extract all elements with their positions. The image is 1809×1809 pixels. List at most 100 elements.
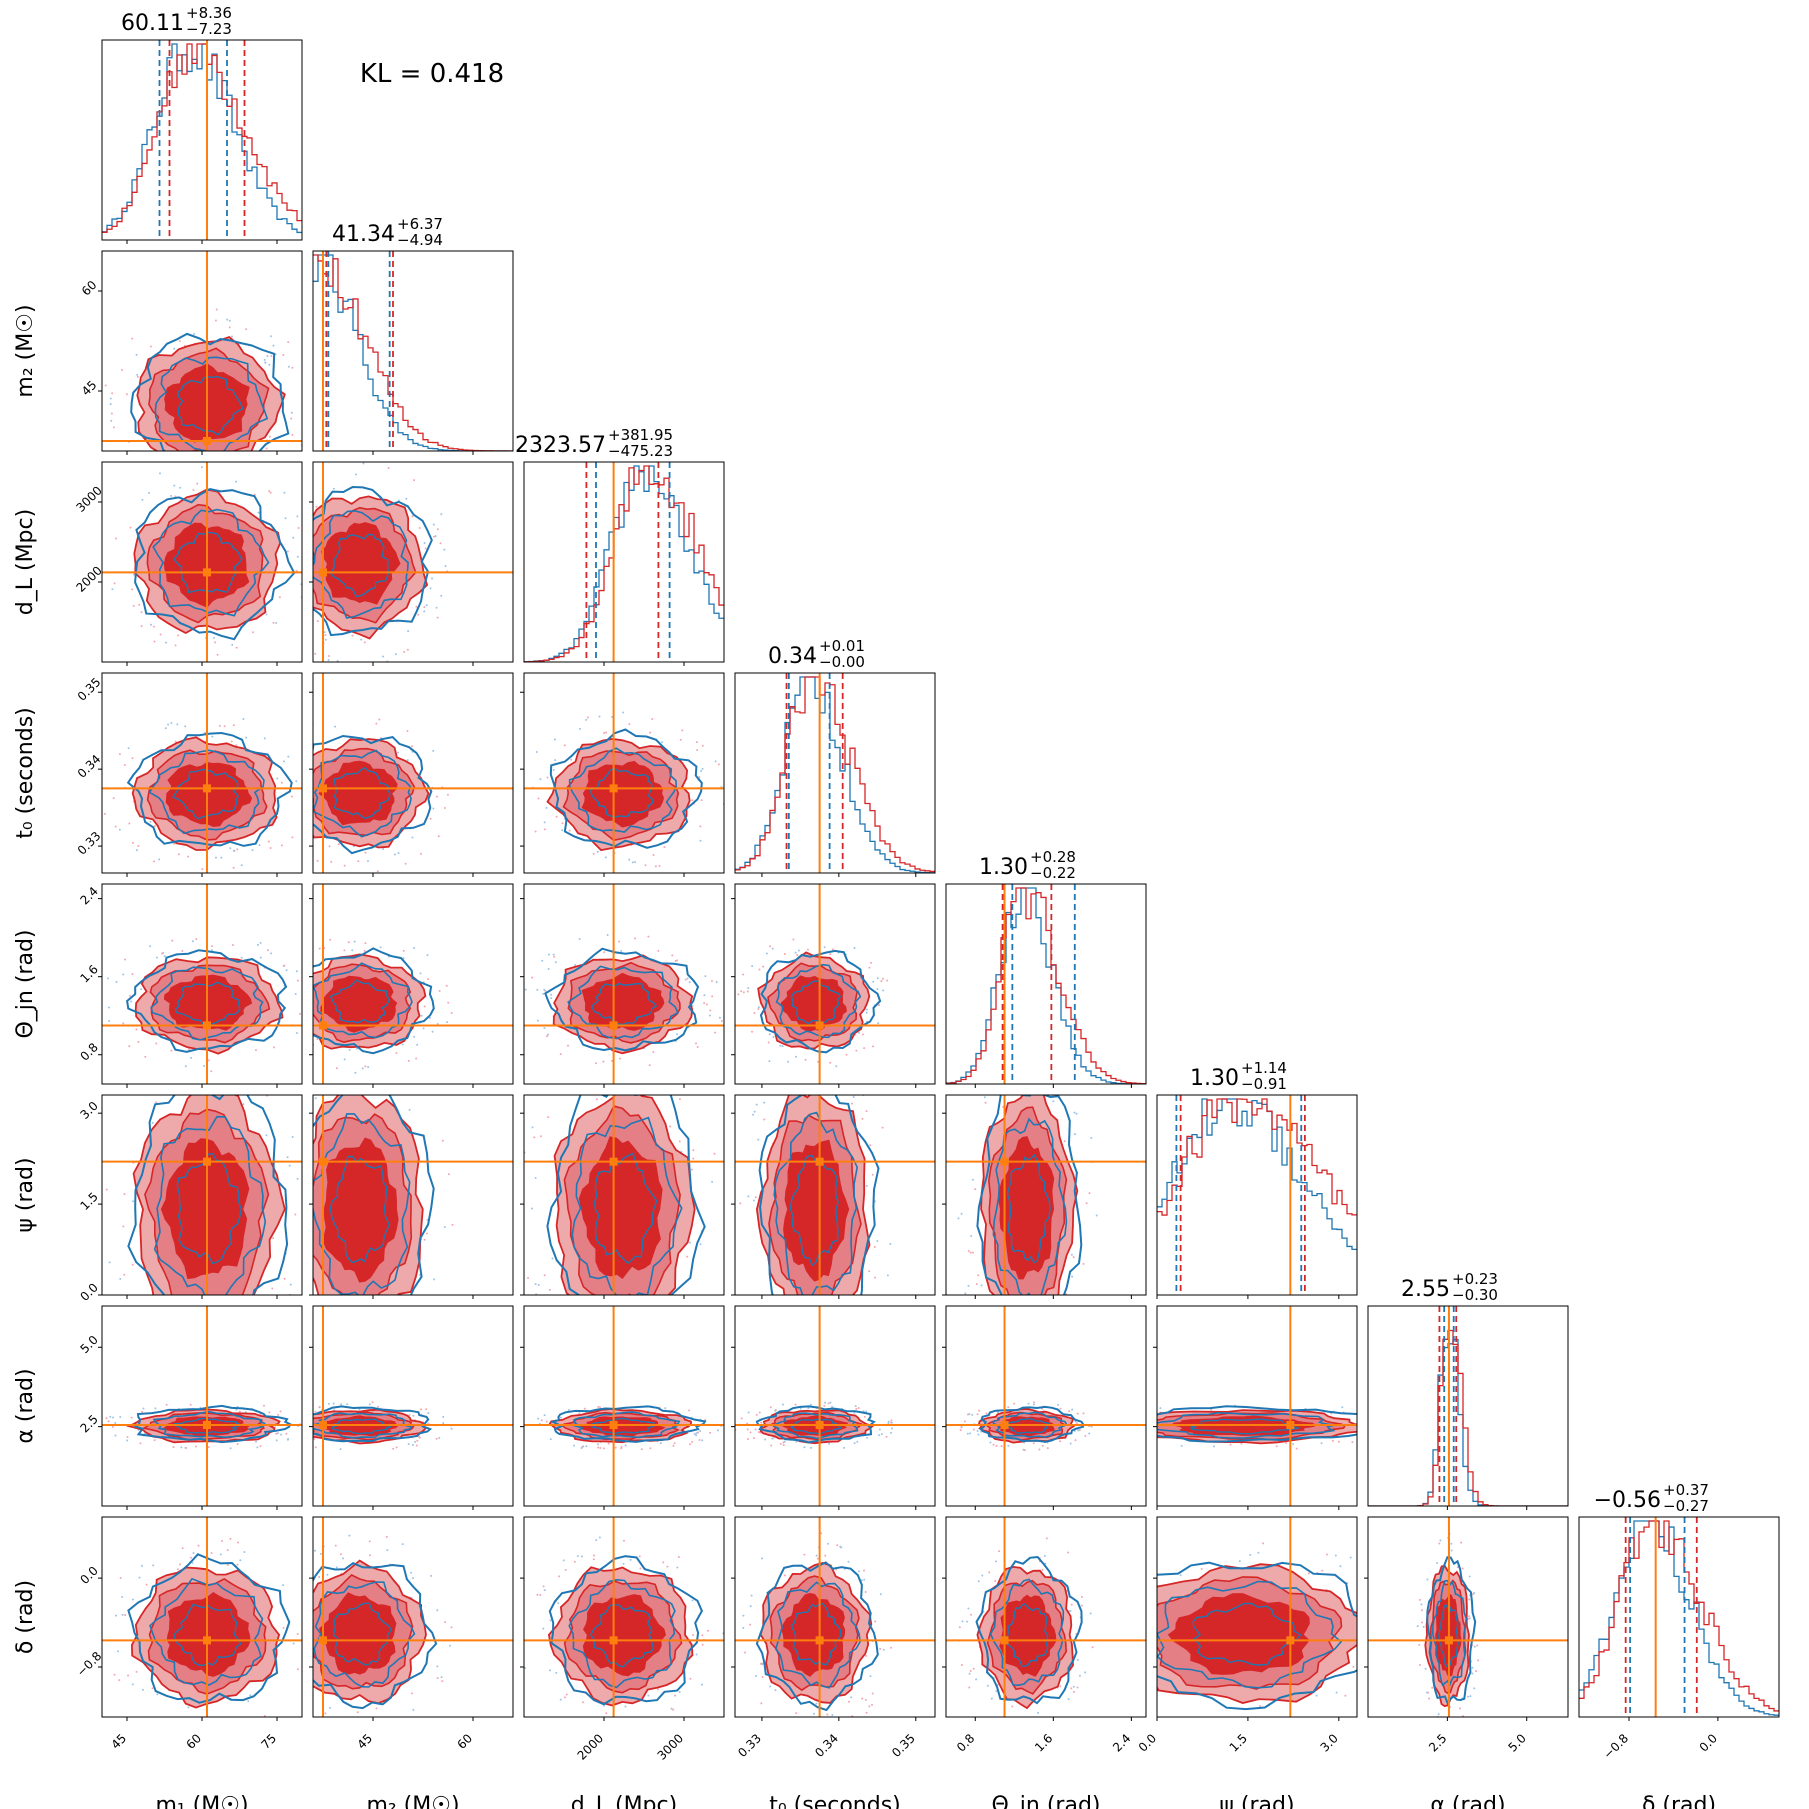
sample-point	[230, 1063, 232, 1065]
sample-point	[846, 1719, 848, 1721]
sample-point	[742, 1626, 745, 1629]
contour-blue-inner	[1189, 1418, 1299, 1435]
truth-marker	[815, 1157, 824, 1166]
sample-point	[330, 860, 333, 863]
sample-point	[881, 977, 884, 980]
sample-point	[1067, 1551, 1070, 1554]
sample-point	[1315, 1694, 1318, 1697]
sample-point	[863, 1578, 866, 1581]
sample-point	[358, 1408, 361, 1411]
sample-point	[165, 1403, 168, 1406]
sample-point	[408, 1108, 411, 1111]
sample-point	[634, 861, 637, 864]
sample-point	[272, 1237, 275, 1240]
sample-point	[298, 813, 300, 815]
sample-point	[990, 1697, 993, 1700]
sample-point	[265, 1348, 267, 1350]
sample-point	[543, 1414, 546, 1417]
sample-point	[294, 993, 297, 996]
sample-point	[1072, 1685, 1075, 1688]
sample-point	[1085, 1202, 1088, 1205]
sample-point	[218, 1366, 220, 1368]
sample-point	[868, 966, 871, 969]
sample-point	[306, 851, 308, 853]
x-tick-label: 75	[258, 1731, 279, 1752]
sample-point	[423, 1005, 426, 1008]
sample-point	[313, 1437, 316, 1440]
sample-point	[857, 1570, 860, 1573]
sample-point	[280, 1027, 282, 1029]
panel-frame	[523, 1305, 725, 1507]
x-tick-label: 3.0	[1318, 1731, 1341, 1754]
sample-point	[774, 1409, 777, 1412]
sample-point	[581, 1701, 584, 1704]
y-tick-label: 0.35	[75, 675, 104, 704]
sample-point	[135, 1670, 138, 1673]
sample-point	[701, 767, 704, 770]
sample-point	[651, 718, 654, 721]
sample-point	[845, 1053, 848, 1056]
sample-point	[541, 959, 544, 962]
sample-point	[873, 1246, 876, 1249]
panel-content	[102, 673, 302, 873]
sample-point	[281, 825, 283, 827]
sample-point	[975, 1283, 978, 1286]
sample-point	[795, 1440, 798, 1443]
sample-point	[286, 816, 288, 818]
sample-point	[971, 1251, 974, 1254]
sample-point	[376, 870, 379, 873]
sample-point	[127, 747, 130, 750]
sample-point	[287, 515, 289, 517]
sample-point	[141, 1410, 144, 1413]
sample-point	[627, 1735, 629, 1737]
sample-point	[1457, 1727, 1459, 1729]
truth-marker	[203, 784, 211, 793]
sample-point	[173, 842, 176, 845]
sample-point	[277, 820, 279, 822]
sample-point	[890, 1431, 893, 1434]
sample-point	[676, 959, 679, 962]
sample-point	[758, 968, 761, 971]
sample-point	[161, 952, 164, 955]
contour-blue-outer	[975, 1555, 1083, 1705]
x-tick-label: 2.4	[1110, 1731, 1133, 1754]
sample-point	[291, 1276, 293, 1278]
sample-point	[810, 1729, 812, 1731]
y-axis-label-2: d_L (Mpc)	[13, 509, 38, 615]
sample-point	[534, 1177, 537, 1180]
sample-point	[181, 949, 184, 952]
sample-point	[803, 1446, 806, 1449]
sample-point	[257, 511, 260, 514]
sample-point	[877, 1004, 880, 1007]
sample-point	[299, 765, 301, 767]
sample-point	[989, 1441, 992, 1444]
sample-point	[994, 1560, 997, 1563]
sample-point	[313, 1549, 316, 1552]
sample-point	[757, 1007, 760, 1010]
sample-point	[179, 1563, 182, 1566]
sample-point	[976, 1430, 979, 1433]
x-tick-label: 0.33	[735, 1731, 764, 1760]
sample-point	[416, 1300, 418, 1302]
panel-frame	[1156, 1516, 1358, 1718]
sample-point	[537, 1417, 540, 1420]
sample-point	[803, 1553, 806, 1556]
sample-point	[866, 1436, 869, 1439]
panel-0-0: 60.11 +8.36−7.23	[101, 4, 303, 244]
sample-point	[1473, 1591, 1476, 1594]
sample-point	[762, 965, 765, 968]
sample-point	[372, 1369, 374, 1371]
sample-point	[426, 954, 429, 957]
sample-point	[386, 1549, 389, 1552]
sample-point	[291, 589, 293, 591]
sample-point	[443, 548, 446, 551]
panel-frame	[945, 1094, 1147, 1296]
sample-point	[782, 1441, 785, 1444]
sample-point	[737, 993, 740, 996]
sample-point	[165, 469, 167, 471]
sample-point	[1037, 1339, 1039, 1341]
sample-point	[1141, 1408, 1143, 1410]
contour-blue-inner	[1192, 1602, 1302, 1666]
sample-point	[155, 1042, 158, 1045]
x-tick-label: 45	[108, 1731, 129, 1752]
